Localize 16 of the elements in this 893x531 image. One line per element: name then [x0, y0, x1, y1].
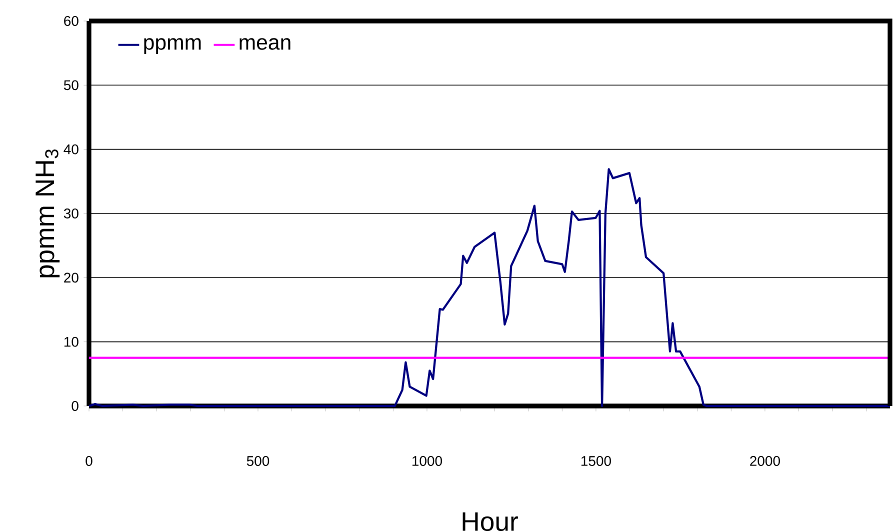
x-tick-label: 0 [86, 456, 92, 466]
x-tick-label: 1500 [581, 456, 611, 466]
y-tick-label: 60 [64, 16, 78, 26]
x-tick-label: 1000 [412, 456, 442, 466]
x-tick-label: 2000 [750, 456, 780, 466]
y-tick-label: 30 [64, 208, 78, 218]
legend-label: ppmm [144, 38, 201, 54]
legend-label: mean [240, 38, 290, 50]
y-tick-label: 10 [64, 336, 78, 347]
x-axis-title: Hour [462, 512, 518, 531]
y-tick-label: 40 [64, 144, 78, 154]
y-axis-title: ppmm NH$_{3}$ [36, 149, 60, 278]
y-tick-label: 20 [64, 272, 78, 283]
x-tick-label: 500 [246, 456, 270, 466]
y-tick-label: 0 [72, 401, 78, 411]
y-tick-label: 50 [64, 80, 78, 90]
